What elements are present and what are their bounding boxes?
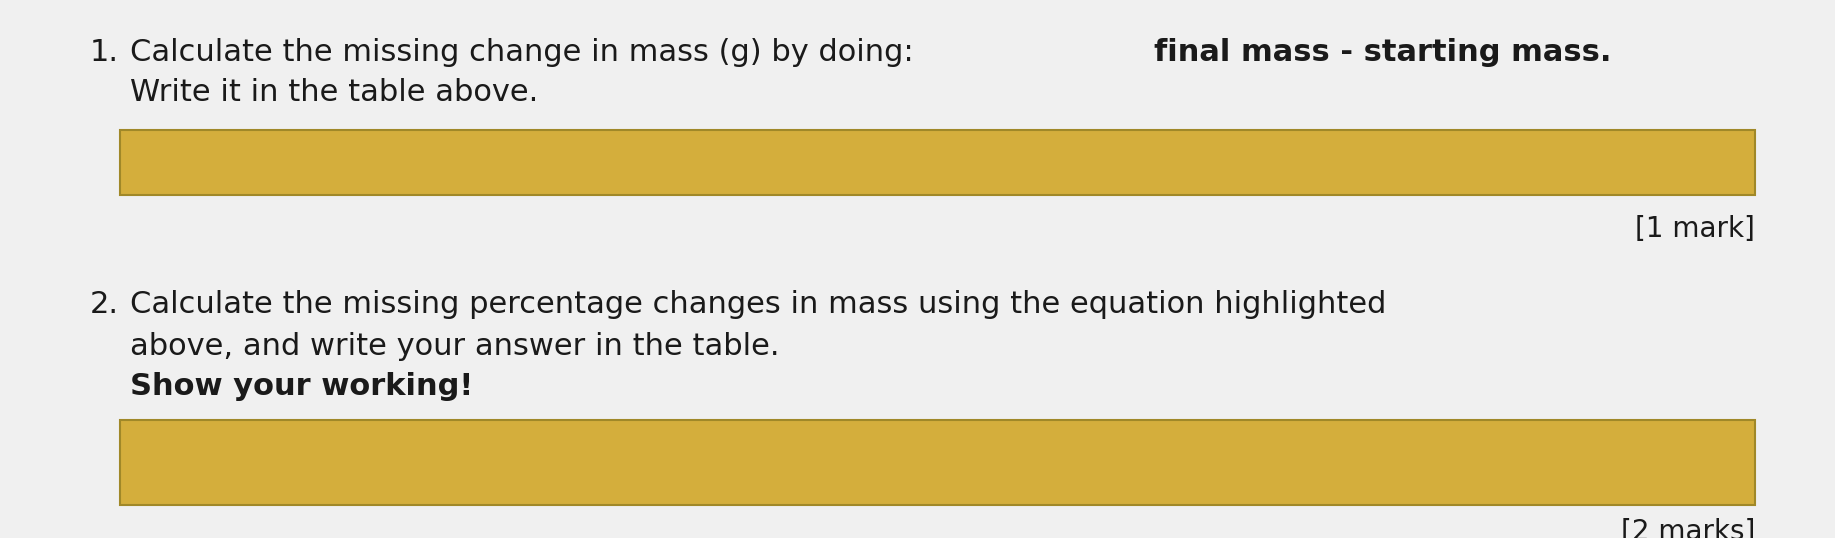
Text: [2 marks]: [2 marks] (1620, 518, 1754, 538)
Text: final mass - starting mass.: final mass - starting mass. (1154, 38, 1611, 67)
Text: 1.: 1. (90, 38, 119, 67)
Bar (119, 130, 1754, 195)
Text: above, and write your answer in the table.: above, and write your answer in the tabl… (130, 332, 780, 361)
Text: Show your working!: Show your working! (130, 372, 473, 401)
Text: [1 mark]: [1 mark] (1635, 215, 1754, 243)
Text: Write it in the table above.: Write it in the table above. (130, 78, 538, 107)
Bar (119, 420, 1754, 505)
Text: Calculate the missing change in mass (g) by doing:: Calculate the missing change in mass (g)… (130, 38, 923, 67)
Text: Calculate the missing percentage changes in mass using the equation highlighted: Calculate the missing percentage changes… (130, 290, 1387, 319)
Text: 2.: 2. (90, 290, 119, 319)
